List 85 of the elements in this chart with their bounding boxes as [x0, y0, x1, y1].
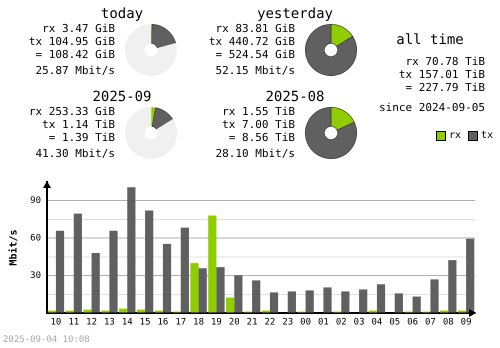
- text: rx 1.55 TiB: [221, 105, 295, 118]
- x-tick-label: 21: [246, 318, 258, 328]
- x-tick-label: 22: [264, 318, 276, 328]
- x-tick-label: 09: [460, 318, 472, 328]
- text: 25.87 Mbit/s: [34, 64, 115, 77]
- x-tick-label: 13: [104, 318, 115, 328]
- x-tick-label: 14: [122, 318, 133, 328]
- text: 28.10 Mbit/s: [214, 147, 295, 160]
- bar: [92, 252, 100, 312]
- bar: [145, 210, 154, 312]
- bar: [234, 275, 242, 312]
- bar: [288, 291, 296, 312]
- y-tick-label: 60: [30, 233, 41, 244]
- y-tick-label: 30: [30, 270, 41, 281]
- bar: [448, 260, 456, 312]
- text: tx 7.00 TiB: [221, 118, 295, 131]
- x-tick-label: 19: [210, 318, 222, 328]
- bar: [208, 216, 216, 312]
- bar: [198, 268, 207, 312]
- text: = 8.56 TiB: [228, 131, 295, 144]
- y-axis-title: Mbit/s: [8, 229, 20, 266]
- bar: [270, 292, 278, 312]
- x-tick-label: 18: [193, 318, 204, 328]
- bar: [56, 230, 64, 312]
- bar: [252, 280, 260, 312]
- x-tick-label: 17: [175, 318, 186, 328]
- x-tick-label: 03: [354, 318, 365, 328]
- x-tick-label: 08: [442, 318, 454, 328]
- text: tx 440.72 GiB: [208, 35, 295, 48]
- bar: [190, 263, 199, 312]
- legend-label: rx: [449, 130, 462, 141]
- bar: [162, 244, 172, 312]
- x-tick-label: 11: [68, 318, 80, 328]
- bar: [127, 187, 136, 312]
- text: 41.30 Mbit/s: [34, 147, 115, 160]
- text: rx 70.78 TiB: [404, 55, 485, 68]
- text: rx 253.33 GiB: [28, 105, 115, 118]
- x-tick-label: 15: [140, 318, 151, 328]
- x-tick-label: 16: [157, 318, 168, 328]
- text: tx 157.01 TiB: [398, 68, 485, 81]
- text: tx 1.14 TiB: [41, 118, 115, 131]
- bar: [83, 310, 92, 312]
- bar: [412, 296, 421, 312]
- chart-title: 2025-08: [264, 89, 326, 105]
- bar: [109, 230, 118, 312]
- x-tick-label: 06: [407, 318, 418, 328]
- y-tick-label: 90: [30, 196, 41, 206]
- bar: [394, 293, 403, 312]
- bar: [341, 291, 350, 312]
- x-tick-label: 12: [86, 318, 98, 328]
- chart-title: 2025-09: [91, 89, 152, 105]
- x-tick-label: 20: [228, 318, 240, 328]
- text: all time: [395, 32, 465, 48]
- text: rx 83.81 GiB: [214, 22, 295, 35]
- bar: [136, 310, 146, 312]
- bar: [180, 228, 189, 312]
- text: 52.15 Mbit/s: [214, 64, 295, 77]
- text: = 524.54 GiB: [214, 48, 295, 61]
- text: since 2024-09-05: [378, 101, 485, 114]
- bar: [226, 298, 234, 312]
- chart-title: yesterday: [256, 6, 334, 22]
- x-tick-label: 23: [282, 318, 294, 328]
- bar: [119, 308, 128, 312]
- x-tick-label: 05: [389, 318, 400, 328]
- x-tick-label: 10: [50, 318, 62, 328]
- x-tick-label: 04: [371, 318, 382, 328]
- text: = 1.39 TiB: [48, 131, 115, 144]
- bar: [359, 289, 368, 312]
- chart-title: today: [100, 6, 144, 22]
- bar: [74, 214, 82, 312]
- text: = 227.79 TiB: [404, 81, 485, 94]
- x-tick-label: 02: [336, 318, 347, 328]
- x-tick-label: 07: [424, 318, 436, 328]
- text: 2025-09-04 10:08: [3, 334, 90, 347]
- bar: [376, 284, 386, 312]
- bar: [306, 290, 314, 312]
- bar: [323, 287, 332, 312]
- bar: [430, 279, 439, 312]
- legend-label: tx: [481, 130, 494, 141]
- text: rx 3.47 GiB: [41, 22, 115, 35]
- text: = 108.42 GiB: [34, 48, 115, 61]
- text: tx 104.95 GiB: [28, 35, 115, 48]
- bar: [216, 267, 225, 312]
- x-tick-label: 01: [318, 318, 329, 328]
- x-tick-label: 00: [300, 318, 312, 328]
